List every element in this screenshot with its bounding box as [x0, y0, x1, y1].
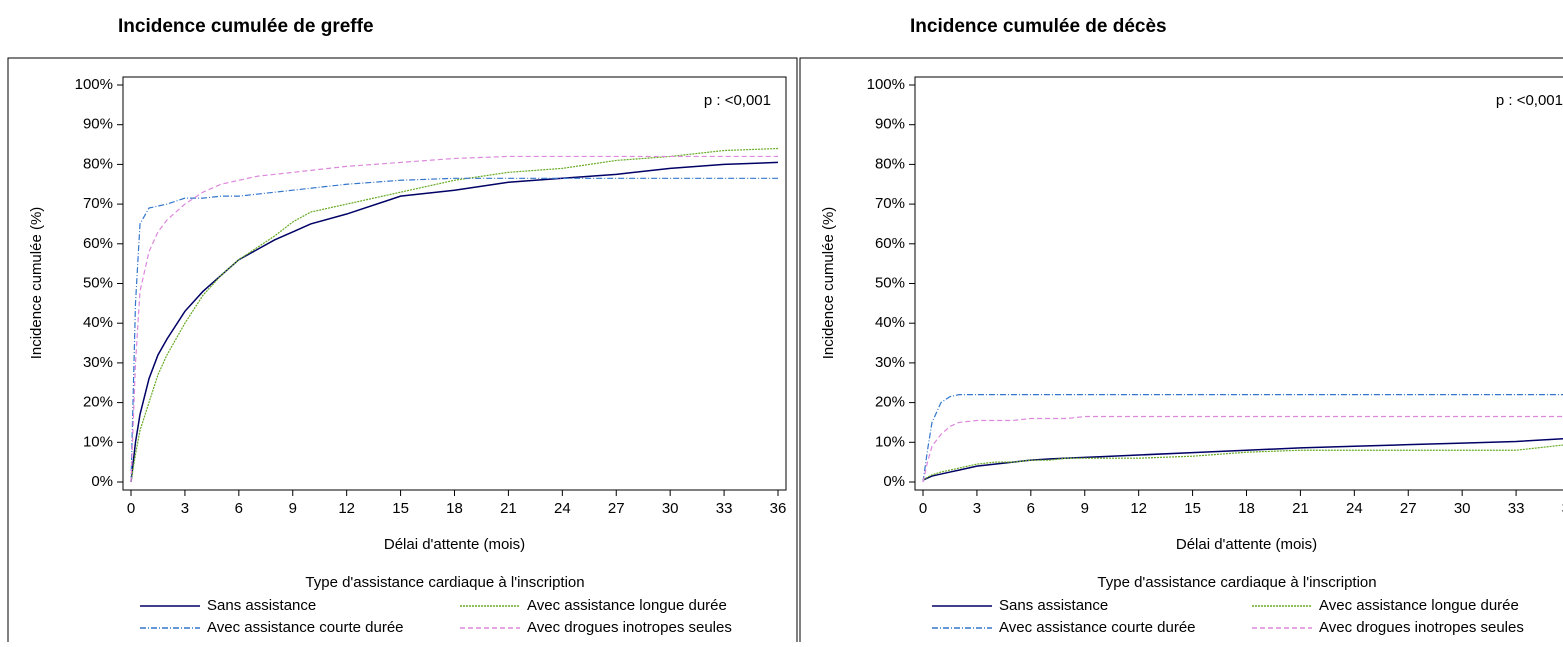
- y-tick-label: 0%: [883, 473, 905, 490]
- y-tick-label: 40%: [875, 314, 905, 331]
- legend-label: Avec drogues inotropes seules: [527, 619, 732, 636]
- series-line: [130, 147, 779, 483]
- x-tick-label: 15: [1184, 500, 1201, 517]
- y-axis-label: Incidence cumulée (%): [820, 207, 837, 360]
- y-tick-label: 40%: [83, 314, 113, 331]
- panel-frame: [7, 57, 798, 647]
- y-tick-label: 10%: [83, 433, 113, 450]
- x-tick-label: 21: [500, 500, 517, 517]
- annotation: p : <0,001: [1496, 92, 1563, 109]
- x-tick-label: 24: [1346, 500, 1363, 517]
- y-tick-label: 60%: [875, 235, 905, 252]
- legend-label: Avec drogues inotropes seules: [1319, 619, 1524, 636]
- series-line: [922, 444, 1563, 481]
- y-tick-label: 80%: [83, 155, 113, 172]
- y-tick-label: 20%: [83, 394, 113, 411]
- x-tick-label: 36: [770, 500, 787, 517]
- y-tick-label: 30%: [875, 354, 905, 371]
- y-tick-label: 100%: [75, 76, 113, 93]
- panel-frame: [799, 57, 1563, 647]
- chart-title: Incidence cumulée de greffe: [118, 16, 374, 37]
- x-tick-label: 0: [919, 500, 927, 517]
- x-tick-label: 12: [338, 500, 355, 517]
- x-tick-label: 6: [235, 500, 243, 517]
- y-tick-label: 20%: [875, 394, 905, 411]
- x-tick-label: 27: [608, 500, 625, 517]
- series-line: [922, 394, 1563, 483]
- x-tick-label: 33: [716, 500, 733, 517]
- y-tick-label: 90%: [875, 116, 905, 133]
- series-line: [130, 161, 779, 483]
- y-axis-label: Incidence cumulée (%): [28, 207, 45, 360]
- x-tick-label: 36: [1562, 500, 1563, 517]
- y-tick-label: 50%: [83, 274, 113, 291]
- legend-label: Sans assistance: [207, 597, 316, 614]
- series-line: [922, 437, 1563, 481]
- series-line: [922, 415, 1563, 483]
- legend-title: Type d'assistance cardiaque à l'inscript…: [305, 574, 584, 591]
- y-tick-label: 80%: [875, 155, 905, 172]
- x-tick-label: 24: [554, 500, 571, 517]
- x-tick-label: 18: [1238, 500, 1255, 517]
- y-tick-label: 60%: [83, 235, 113, 252]
- x-tick-label: 33: [1508, 500, 1525, 517]
- x-tick-label: 9: [1081, 500, 1089, 517]
- legend-label: Avec assistance courte durée: [999, 619, 1196, 636]
- legend-label: Sans assistance: [999, 597, 1108, 614]
- x-tick-label: 30: [1454, 500, 1471, 517]
- x-tick-label: 30: [662, 500, 679, 517]
- y-tick-label: 0%: [91, 473, 113, 490]
- y-tick-label: 90%: [83, 116, 113, 133]
- x-tick-label: 3: [973, 500, 981, 517]
- legend-label: Avec assistance courte durée: [207, 619, 404, 636]
- series-line: [130, 155, 778, 483]
- legend-title: Type d'assistance cardiaque à l'inscript…: [1097, 574, 1376, 591]
- plot-frame: [122, 76, 787, 491]
- x-tick-label: 15: [392, 500, 409, 517]
- x-tick-label: 27: [1400, 500, 1417, 517]
- series-line: [130, 177, 778, 483]
- x-tick-label: 9: [289, 500, 297, 517]
- x-tick-label: 18: [446, 500, 463, 517]
- y-tick-label: 70%: [875, 195, 905, 212]
- x-tick-label: 3: [181, 500, 189, 517]
- x-tick-label: 21: [1292, 500, 1309, 517]
- x-axis-label: Délai d'attente (mois): [1176, 536, 1317, 553]
- chart-title: Incidence cumulée de décès: [910, 16, 1167, 37]
- plot-frame: [914, 76, 1563, 491]
- legend-label: Avec assistance longue durée: [1319, 597, 1519, 614]
- y-tick-label: 100%: [867, 76, 905, 93]
- x-tick-label: 6: [1027, 500, 1035, 517]
- y-tick-label: 30%: [83, 354, 113, 371]
- legend-label: Avec assistance longue durée: [527, 597, 727, 614]
- x-axis-label: Délai d'attente (mois): [384, 536, 525, 553]
- y-tick-label: 10%: [875, 433, 905, 450]
- annotation: p : <0,001: [704, 92, 771, 109]
- x-tick-label: 12: [1130, 500, 1147, 517]
- y-tick-label: 70%: [83, 195, 113, 212]
- x-tick-label: 0: [127, 500, 135, 517]
- y-tick-label: 50%: [875, 274, 905, 291]
